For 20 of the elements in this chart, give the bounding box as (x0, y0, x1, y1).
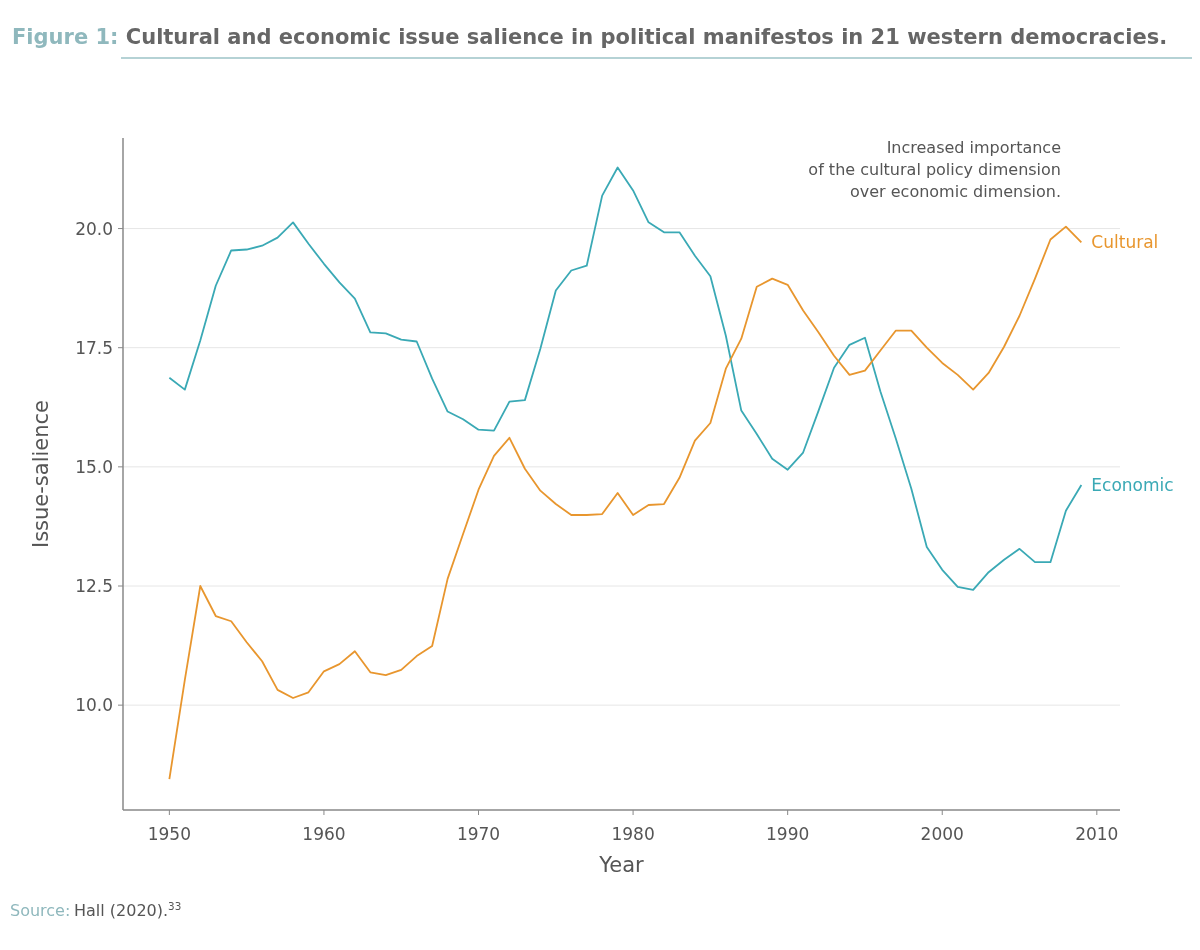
x-tick-label: 1970 (456, 824, 501, 844)
x-tick-label: 1980 (611, 824, 655, 844)
x-axis-title: Year (598, 853, 645, 877)
x-tick-label: 1960 (302, 824, 346, 844)
line-series (168, 225, 1083, 780)
series-label: Economic (1091, 474, 1174, 495)
chart-title: Figure 1: Cultural and economic issue salience in political manifestos in 21 western democracies. (12, 25, 1168, 49)
annotation: Increased importance of the cultural policy dimension over economic dimension. (808, 138, 1061, 201)
x-tick-label: 2010 (1075, 824, 1119, 844)
y-tick-label: 17.5 (75, 337, 113, 358)
y-axis-title: Issue-salience (29, 399, 53, 549)
x-tick-label: 2000 (920, 824, 964, 844)
source-note: Source: Hall (2020).$^{33}$ (10, 900, 182, 920)
x-tick-label: 1990 (766, 824, 810, 844)
y-tick-label: 20.0 (75, 218, 113, 239)
y-tick-label: 15.0 (75, 456, 113, 477)
x-tick-label: 1950 (147, 824, 191, 844)
y-tick-label: 12.5 (75, 575, 113, 596)
y-tick-label: 10.0 (75, 695, 113, 716)
series-label: Cultural (1091, 232, 1159, 253)
